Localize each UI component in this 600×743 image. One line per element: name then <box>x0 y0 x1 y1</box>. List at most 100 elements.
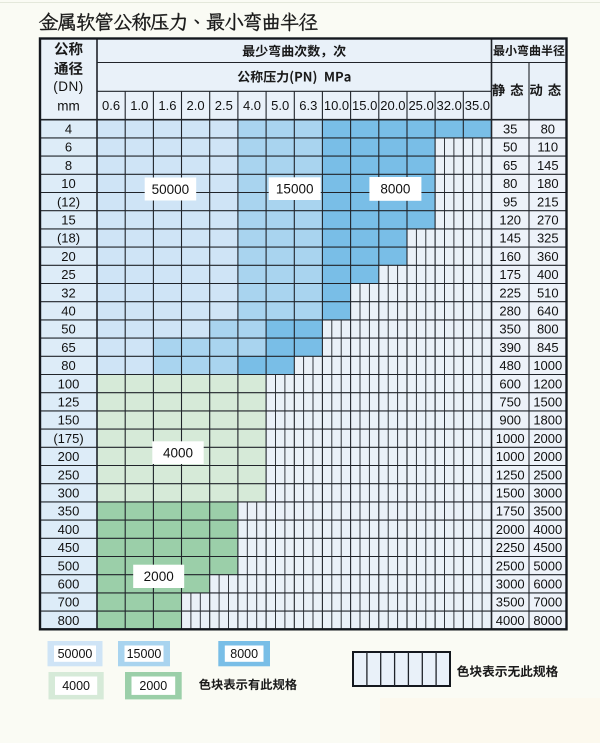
svg-text:80: 80 <box>541 122 555 137</box>
svg-text:500: 500 <box>58 558 80 573</box>
svg-text:2000: 2000 <box>533 431 562 446</box>
svg-text:3500: 3500 <box>533 504 562 519</box>
svg-text:(18): (18) <box>57 231 80 246</box>
svg-text:510: 510 <box>537 285 559 300</box>
svg-text:80: 80 <box>503 176 517 191</box>
svg-text:(DN): (DN) <box>53 79 84 94</box>
svg-text:(175): (175) <box>53 431 83 446</box>
svg-text:400: 400 <box>58 522 80 537</box>
svg-text:750: 750 <box>499 395 521 410</box>
svg-text:15.0: 15.0 <box>352 98 377 113</box>
svg-text:15000: 15000 <box>276 182 314 197</box>
svg-text:4000: 4000 <box>62 679 90 693</box>
svg-text:1000: 1000 <box>496 449 525 464</box>
svg-text:480: 480 <box>499 358 521 373</box>
svg-text:1750: 1750 <box>496 504 525 519</box>
svg-text:225: 225 <box>499 285 521 300</box>
svg-text:600: 600 <box>58 577 80 592</box>
svg-text:700: 700 <box>58 595 80 610</box>
svg-text:1250: 1250 <box>496 467 525 482</box>
svg-text:120: 120 <box>499 213 521 228</box>
svg-text:2000: 2000 <box>496 522 525 537</box>
svg-text:125: 125 <box>58 395 80 410</box>
svg-text:3000: 3000 <box>533 486 562 501</box>
svg-text:300: 300 <box>58 486 80 501</box>
svg-text:8000: 8000 <box>380 182 410 197</box>
svg-text:600: 600 <box>499 376 521 391</box>
svg-text:1.6: 1.6 <box>158 98 176 113</box>
svg-text:35: 35 <box>503 122 517 137</box>
svg-text:80: 80 <box>61 358 75 373</box>
svg-text:215: 215 <box>537 194 559 209</box>
svg-text:10: 10 <box>61 176 75 191</box>
svg-text:2500: 2500 <box>496 558 525 573</box>
svg-text:325: 325 <box>537 231 559 246</box>
svg-text:4000: 4000 <box>533 522 562 537</box>
svg-text:110: 110 <box>537 140 558 155</box>
svg-text:25.0: 25.0 <box>408 98 433 113</box>
svg-text:3500: 3500 <box>496 595 525 610</box>
svg-text:2000: 2000 <box>139 679 167 693</box>
svg-text:150: 150 <box>58 413 80 428</box>
svg-text:800: 800 <box>58 613 80 628</box>
svg-text:350: 350 <box>58 504 80 519</box>
svg-text:1.0: 1.0 <box>130 98 148 113</box>
svg-text:1000: 1000 <box>496 431 525 446</box>
svg-text:50: 50 <box>61 322 75 337</box>
svg-text:160: 160 <box>499 249 521 264</box>
svg-text:360: 360 <box>537 249 559 264</box>
svg-text:5000: 5000 <box>533 558 562 573</box>
svg-text:2000: 2000 <box>144 569 174 584</box>
svg-text:200: 200 <box>58 449 80 464</box>
svg-text:1200: 1200 <box>533 376 562 391</box>
svg-text:25: 25 <box>61 267 75 282</box>
svg-text:180: 180 <box>537 176 559 191</box>
svg-text:8: 8 <box>65 158 72 173</box>
svg-text:5.0: 5.0 <box>271 98 289 113</box>
svg-text:2250: 2250 <box>496 540 525 555</box>
svg-text:32: 32 <box>61 285 75 300</box>
svg-text:40: 40 <box>61 304 75 319</box>
svg-text:20.0: 20.0 <box>380 98 405 113</box>
svg-text:400: 400 <box>537 267 559 282</box>
svg-text:4000: 4000 <box>496 613 525 628</box>
svg-text:2000: 2000 <box>533 449 562 464</box>
svg-text:800: 800 <box>537 322 559 337</box>
svg-text:450: 450 <box>58 540 80 555</box>
svg-text:6000: 6000 <box>533 577 562 592</box>
svg-text:32.0: 32.0 <box>437 98 462 113</box>
svg-text:640: 640 <box>537 304 559 319</box>
svg-text:20: 20 <box>61 249 75 264</box>
svg-text:4000: 4000 <box>163 446 193 461</box>
svg-text:50000: 50000 <box>152 182 190 197</box>
svg-text:145: 145 <box>499 231 521 246</box>
svg-text:35.0: 35.0 <box>465 98 490 113</box>
svg-text:145: 145 <box>537 158 559 173</box>
svg-text:65: 65 <box>503 158 517 173</box>
svg-text:10.0: 10.0 <box>324 98 349 113</box>
svg-text:390: 390 <box>499 340 521 355</box>
svg-text:50: 50 <box>503 140 517 155</box>
svg-text:8000: 8000 <box>533 613 562 628</box>
svg-text:100: 100 <box>58 376 80 391</box>
svg-text:8000: 8000 <box>230 647 258 661</box>
svg-text:50000: 50000 <box>58 647 93 661</box>
svg-text:4: 4 <box>65 122 72 137</box>
svg-text:4.0: 4.0 <box>243 98 261 113</box>
svg-text:845: 845 <box>537 340 559 355</box>
svg-text:2500: 2500 <box>533 467 562 482</box>
svg-text:1500: 1500 <box>496 486 525 501</box>
svg-text:0.6: 0.6 <box>102 98 120 113</box>
svg-text:1800: 1800 <box>533 413 562 428</box>
svg-text:900: 900 <box>499 413 521 428</box>
svg-text:4500: 4500 <box>533 540 562 555</box>
svg-text:3000: 3000 <box>496 577 525 592</box>
svg-text:7000: 7000 <box>533 595 562 610</box>
svg-text:6: 6 <box>65 140 72 155</box>
svg-text:2.0: 2.0 <box>187 98 205 113</box>
svg-text:2.5: 2.5 <box>215 98 233 113</box>
svg-text:15: 15 <box>61 213 75 228</box>
svg-text:65: 65 <box>61 340 75 355</box>
svg-text:mm: mm <box>57 99 80 114</box>
svg-text:(12): (12) <box>57 194 80 209</box>
